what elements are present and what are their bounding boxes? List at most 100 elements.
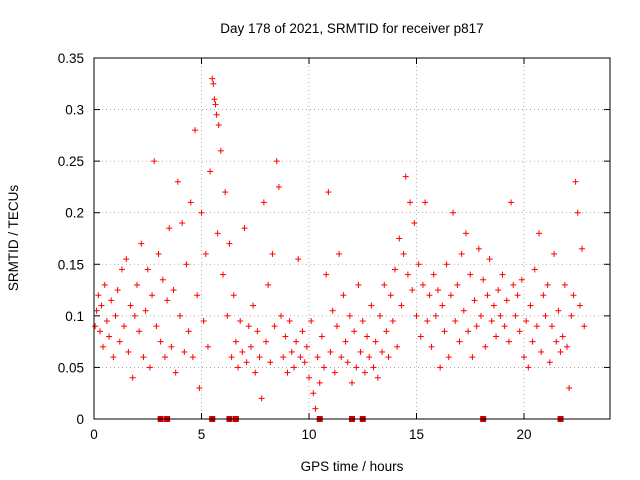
data-point — [381, 281, 388, 288]
data-point — [379, 348, 386, 355]
data-point — [256, 354, 263, 361]
data-point — [564, 343, 570, 350]
data-point — [559, 333, 566, 340]
data-point — [419, 281, 426, 288]
data-point — [409, 287, 416, 294]
data-point — [161, 354, 168, 361]
data-point — [258, 395, 265, 402]
data-point — [280, 354, 287, 361]
data-point — [536, 230, 543, 237]
data-point — [127, 302, 134, 309]
data-point — [157, 338, 164, 345]
data-point — [177, 312, 183, 319]
data-point — [321, 364, 328, 371]
data-point — [142, 307, 149, 314]
data-point — [202, 250, 209, 257]
data-point — [572, 178, 579, 185]
data-point — [439, 302, 446, 309]
data-point — [351, 328, 358, 335]
data-point — [170, 287, 177, 294]
data-point — [226, 240, 233, 247]
data-point — [325, 189, 332, 196]
data-point — [366, 354, 373, 361]
data-point — [331, 369, 338, 376]
data-point — [514, 292, 521, 299]
data-point — [220, 271, 226, 278]
data-point — [400, 250, 407, 257]
data-point — [488, 318, 495, 325]
data-point — [123, 256, 130, 263]
data-point — [140, 354, 147, 361]
data-point — [192, 127, 199, 134]
data-point — [146, 364, 153, 371]
data-point — [508, 199, 515, 206]
data-point — [435, 287, 441, 294]
data-point — [250, 302, 257, 309]
data-point — [314, 354, 321, 361]
x-axis: 0 5 10 15 20 — [90, 58, 532, 442]
data-point — [204, 343, 211, 350]
data-point — [166, 225, 173, 232]
data-point — [168, 343, 175, 350]
data-point — [551, 250, 558, 257]
data-point — [372, 338, 379, 345]
data-point — [222, 189, 229, 196]
y-axis: 0 0.05 0.1 0.15 0.2 0.25 0.3 0.35 — [58, 51, 610, 427]
data-point — [355, 281, 362, 288]
x-tick-label: 15 — [409, 427, 424, 442]
data-point — [149, 292, 156, 299]
data-point — [387, 292, 394, 299]
data-point — [576, 302, 583, 309]
data-point — [447, 292, 454, 299]
data-point — [566, 385, 573, 392]
data-point — [452, 318, 459, 325]
data-point — [531, 266, 538, 273]
data-point — [299, 328, 306, 335]
data-point — [134, 281, 140, 288]
data-point — [284, 369, 291, 376]
data-point — [214, 230, 221, 237]
data-point — [316, 379, 323, 386]
y-tick-label: 0.15 — [58, 257, 84, 272]
data-point — [499, 271, 506, 278]
data-point — [368, 302, 375, 309]
data-point — [301, 359, 308, 366]
data-point — [159, 276, 166, 283]
data-point — [275, 183, 282, 190]
data-point — [106, 333, 113, 340]
data-point — [187, 199, 194, 206]
data-point — [542, 312, 549, 319]
data-point — [92, 323, 99, 330]
plot-frame — [93, 57, 611, 420]
data-point — [97, 328, 104, 335]
data-point — [247, 343, 254, 350]
data-point — [271, 323, 278, 330]
data-point — [402, 173, 409, 180]
data-point — [303, 343, 310, 350]
data-point — [333, 323, 340, 330]
data-point — [430, 271, 437, 278]
data-point — [570, 292, 577, 299]
data-point — [456, 338, 463, 345]
data-point — [267, 359, 274, 366]
data-point — [529, 338, 536, 345]
data-point — [336, 250, 343, 257]
chart-title: Day 178 of 2021, SRMTID for receiver p81… — [220, 21, 483, 36]
data-point — [349, 379, 355, 386]
data-point — [237, 318, 244, 325]
data-point — [428, 343, 435, 350]
data-point — [521, 354, 527, 361]
x-axis-title: GPS time / hours — [301, 459, 404, 474]
data-point — [462, 230, 469, 237]
data-point — [376, 312, 383, 319]
data-point — [533, 323, 540, 330]
data-point — [484, 292, 491, 299]
data-point — [480, 276, 487, 283]
data-point — [342, 338, 349, 345]
data-point — [189, 354, 196, 361]
data-point — [278, 312, 285, 319]
data-point — [495, 287, 502, 294]
data-point — [364, 333, 371, 340]
data-point — [209, 75, 216, 82]
data-point — [370, 364, 377, 371]
